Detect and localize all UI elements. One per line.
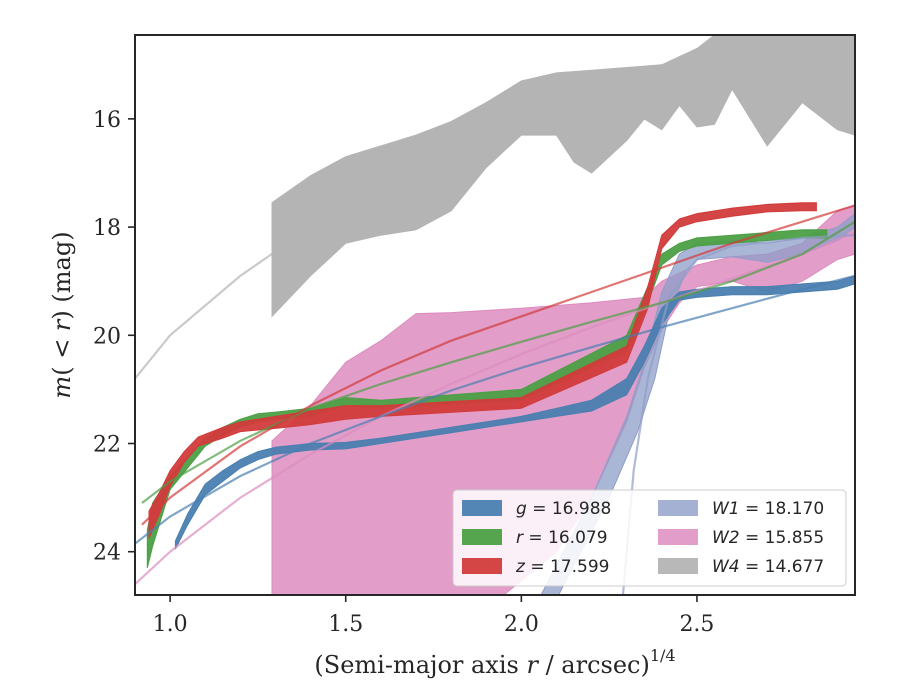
legend-swatch-w4 (658, 558, 698, 574)
y-axis-label: m( < r) (mag) (48, 231, 76, 398)
legend-label-r: r = 16.079 (516, 528, 608, 548)
model-line-w4 (135, 58, 855, 380)
legend-label-g: g = 16.988 (516, 499, 611, 519)
model-line-w2 (135, 231, 855, 586)
plot-frame (134, 34, 856, 596)
legend-label-z: z = 17.599 (515, 557, 609, 577)
x-tick-label: 2.0 (504, 612, 539, 637)
band-g (174, 275, 855, 550)
x-axis: 1.0 1.5 2.0 2.5 (153, 595, 714, 637)
legend-swatch-z (462, 558, 502, 574)
y-tick-label: 20 (93, 324, 121, 349)
y-tick-label: 22 (93, 433, 121, 458)
model-line-z (141, 204, 855, 526)
legend-label-w4: W4 = 14.677 (712, 557, 824, 577)
model-line-g (135, 274, 855, 545)
x-axis-label: (Semi-major axis r / arcsec)1/4 (314, 646, 675, 679)
legend-swatch-w2 (658, 529, 698, 545)
band-z (148, 202, 817, 539)
legend-frame (452, 489, 847, 587)
series-models (135, 58, 855, 595)
model-line-w1 (621, 234, 855, 595)
legend-swatch-w1 (658, 500, 698, 516)
legend-swatch-g (462, 500, 502, 516)
x-tick-label: 1.0 (153, 612, 188, 637)
model-line-r (141, 220, 855, 504)
legend-label-w1: W1 = 18.170 (712, 499, 824, 519)
band-w4 (271, 35, 855, 318)
y-tick-label: 24 (93, 541, 121, 566)
legend-label-w2: W2 = 15.855 (712, 528, 824, 548)
y-tick-label: 16 (93, 108, 121, 133)
y-tick-label: 18 (93, 216, 121, 241)
legend-swatch-r (462, 529, 502, 545)
legend: g = 16.988 r = 16.079 z = 17.599 W1 = 18.17… (452, 489, 847, 587)
y-axis: 16 18 20 22 24 (93, 108, 135, 566)
x-tick-label: 1.5 (328, 612, 363, 637)
x-tick-label: 2.5 (679, 612, 714, 637)
